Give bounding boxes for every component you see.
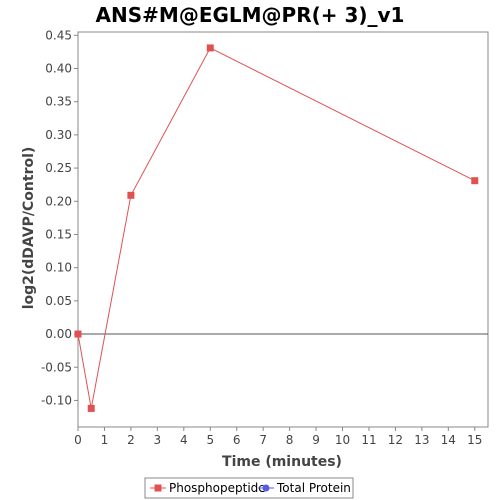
y-tick-label: 0.00 [45,327,72,341]
legend-box [144,477,354,499]
legend-label: Total Protein [276,481,351,495]
y-axis-label: log2(dDAVP/Control) [21,147,37,310]
data-point [127,191,135,199]
legend: Phosphopeptide Total Protein [144,477,354,499]
plot-area [77,31,489,428]
x-tick-label: 8 [286,433,294,447]
legend-marker [154,484,162,492]
x-tick-label: 1 [101,433,109,447]
y-tick-label: 0.10 [45,261,72,275]
y-tick-label: 0.05 [45,294,72,308]
x-axis-label: Time (minutes) [222,454,342,470]
x-tick-label: 15 [467,433,482,447]
x-tick-label: 13 [414,433,429,447]
chart-title: ANS#M@EGLM@PR(+ 3)_v1 [96,3,405,27]
y-tick-label: -0.05 [41,360,72,374]
x-tick-label: 10 [335,433,350,447]
legend-label: Phosphopeptide [169,481,266,495]
y-tick-label: 0.25 [45,161,72,175]
x-tick-label: 14 [441,433,456,447]
x-axis: 0 1 2 3 4 5 6 7 8 9 10 11 12 13 14 15 [74,427,482,447]
series-layer [74,44,479,412]
x-tick-label: 0 [74,433,82,447]
x-tick-label: 5 [206,433,214,447]
x-tick-label: 11 [361,433,376,447]
data-point [87,404,95,412]
y-tick-label: 0.30 [45,128,72,142]
data-point [471,177,479,185]
y-axis: -0.10 -0.05 0.00 0.05 0.10 0.15 0.20 0.25 0.30 0.… [41,28,78,407]
x-tick-label: 6 [233,433,241,447]
y-tick-label: 0.35 [45,95,72,109]
y-tick-label: -0.10 [41,393,72,407]
x-tick-label: 7 [259,433,267,447]
x-tick-label: 4 [180,433,188,447]
legend-marker [262,484,270,492]
data-point [74,330,82,338]
x-tick-label: 3 [154,433,162,447]
x-tick-label: 2 [127,433,135,447]
x-tick-label: 9 [312,433,320,447]
data-point [206,44,214,52]
x-tick-label: 12 [388,433,403,447]
y-tick-label: 0.15 [45,227,72,241]
y-tick-label: 0.40 [45,62,72,76]
y-tick-label: 0.45 [45,28,72,42]
y-tick-label: 0.20 [45,194,72,208]
